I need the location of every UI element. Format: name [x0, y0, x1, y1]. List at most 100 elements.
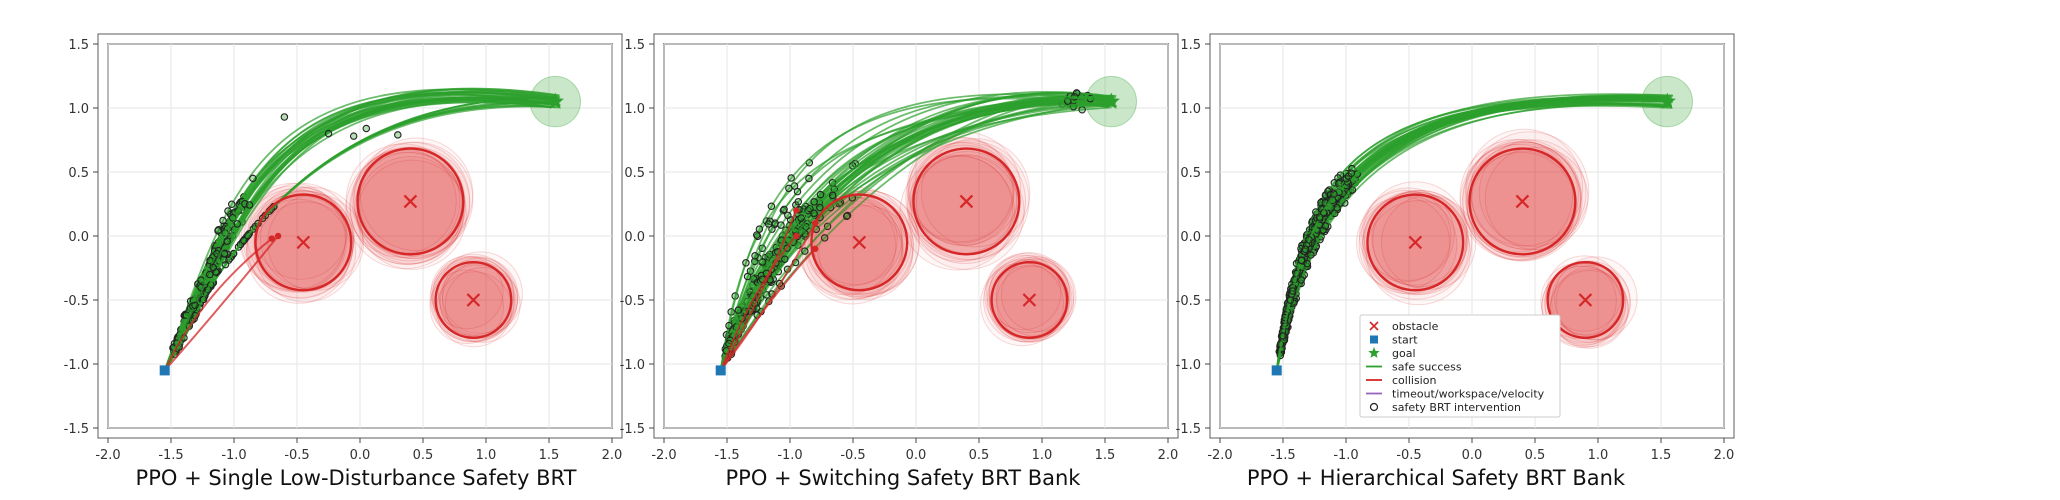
- goal-star: [1102, 92, 1120, 109]
- obstacle-halo: [432, 253, 515, 336]
- x-tick-label: -0.5: [1396, 448, 1421, 463]
- obstacle-center-x: [296, 235, 311, 250]
- x-tick-label: 1.0: [1588, 448, 1609, 463]
- x-tick-label: 1.5: [1095, 448, 1116, 463]
- trajectory-safe-success: [719, 100, 1116, 371]
- legend-label-intervention: safety BRT intervention: [1392, 401, 1521, 414]
- obstacle-halo: [1372, 192, 1468, 288]
- x-tick-label: -2.0: [95, 448, 120, 463]
- intervention-marker: [755, 225, 764, 233]
- goal-star: [546, 92, 564, 109]
- obstacle-halo: [907, 141, 1027, 261]
- obstacle-center-x: [403, 194, 418, 209]
- intervention-marker: [810, 209, 818, 217]
- intervention-marker: [1333, 203, 1341, 212]
- y-tick-label: 1.0: [68, 102, 89, 117]
- obstacle-halo: [986, 254, 1062, 331]
- obstacle-halo: [430, 256, 504, 330]
- goal-star: [1658, 92, 1676, 109]
- obstacle-halo: [1361, 191, 1470, 300]
- panel-1-caption: PPO + Single Low-Disturbance Safety BRT: [135, 466, 577, 490]
- intervention-marker: [362, 124, 371, 133]
- y-tick-label: -0.5: [1176, 294, 1201, 309]
- intervention-marker: [245, 201, 254, 209]
- obstacle-halo: [1371, 189, 1469, 288]
- panel-1: -2.0 -1.5 -1.0 -0.5 0.0 0.5 1.0 1.5 2.0 -1.5 -1.0 -…: [64, 33, 623, 463]
- legend-goal-marker: [1368, 347, 1380, 358]
- obstacle-halo: [1465, 128, 1584, 247]
- obstacle-halo: [986, 257, 1073, 343]
- x-tick-label: -1.0: [777, 448, 802, 463]
- intervention-marker: [223, 237, 231, 245]
- obstacle-halo: [818, 205, 914, 300]
- y-tick-label: 1.5: [1180, 38, 1201, 53]
- obstacle-halo: [1553, 256, 1638, 341]
- x-tick-label: -2.0: [651, 448, 676, 463]
- y-tick-label: 1.0: [1180, 102, 1201, 117]
- legend-label-collision: collision: [1392, 374, 1436, 387]
- obstacle-halo: [429, 256, 515, 342]
- intervention-marker: [816, 190, 825, 199]
- start-marker: [715, 365, 726, 376]
- obstacle-halo: [345, 143, 461, 259]
- y-tick-label: 0.0: [1180, 230, 1201, 245]
- obstacle-halo: [353, 141, 471, 259]
- trajectory-series-safe-success: [163, 87, 561, 371]
- legend-label-obstacle: obstacle: [1392, 320, 1439, 333]
- obstacle-halo: [988, 252, 1070, 334]
- trajectory-collision: [719, 235, 798, 371]
- intervention-marker: [394, 131, 402, 139]
- obstacle-halo: [908, 154, 1025, 270]
- y-tick-label: 0.0: [68, 230, 89, 245]
- legend-obstacle-marker: [1369, 321, 1379, 331]
- obstacle-center-x: [1515, 194, 1530, 209]
- intervention-marker: [1078, 106, 1086, 114]
- legend-label-goal: goal: [1392, 347, 1416, 360]
- intervention-marker: [214, 227, 222, 235]
- obstacle-center-x: [1578, 293, 1593, 307]
- intervention-marker: [797, 214, 805, 222]
- obstacle-halo: [1471, 141, 1580, 250]
- trajectory-collision: [719, 210, 798, 371]
- panel-2-caption: PPO + Switching Safety BRT Bank: [725, 466, 1081, 490]
- intervention-marker: [742, 259, 750, 267]
- intervention-marker: [1319, 226, 1327, 234]
- intervention-marker: [349, 132, 358, 140]
- intervention-marker: [816, 203, 824, 212]
- obstacle-halo: [444, 267, 521, 343]
- intervention-marker: [233, 220, 241, 228]
- obstacle-halo: [909, 140, 1030, 260]
- trajectory-collision: [163, 235, 279, 372]
- obstacle-halo: [1478, 139, 1587, 247]
- x-tick-label: 0.5: [413, 448, 434, 463]
- trajectory-safe-success: [1275, 100, 1666, 371]
- obstacle-halo: [1466, 143, 1582, 259]
- y-tick-label: -0.5: [620, 294, 645, 309]
- x-tick-label: -1.5: [158, 448, 183, 463]
- collision-point: [793, 207, 800, 214]
- obstacle-halo: [920, 138, 1031, 248]
- trajectory-collision: [719, 248, 816, 371]
- intervention-marker: [784, 211, 792, 220]
- x-tick-label: -0.5: [284, 448, 309, 463]
- intervention-marker: [810, 198, 818, 206]
- legend-box: [1359, 314, 1561, 418]
- intervention-marker: [280, 113, 289, 121]
- intervention-marker: [820, 234, 829, 242]
- obstacle-halo: [1462, 141, 1583, 262]
- x-tick-label: 2.0: [602, 448, 623, 463]
- intervention-marker: [205, 270, 214, 279]
- obstacle-halo: [907, 155, 1014, 262]
- y-tick-label: 1.5: [624, 38, 645, 53]
- intervention-marker: [1301, 245, 1310, 254]
- x-tick-label: -1.5: [714, 448, 739, 463]
- y-tick-label: -1.0: [64, 358, 89, 373]
- panel-2: -2.0 -1.5 -1.0 -0.5 0.0 0.5 1.0 1.5 2.0 -1.5 -1.0 -…: [620, 33, 1179, 463]
- intervention-marker: [1288, 287, 1297, 295]
- x-tick-label: -0.5: [840, 448, 865, 463]
- intervention-marker: [752, 231, 761, 239]
- intervention-marker: [787, 174, 795, 182]
- obstacle-halo: [1470, 150, 1578, 258]
- trajectory-safe-success: [1275, 102, 1662, 371]
